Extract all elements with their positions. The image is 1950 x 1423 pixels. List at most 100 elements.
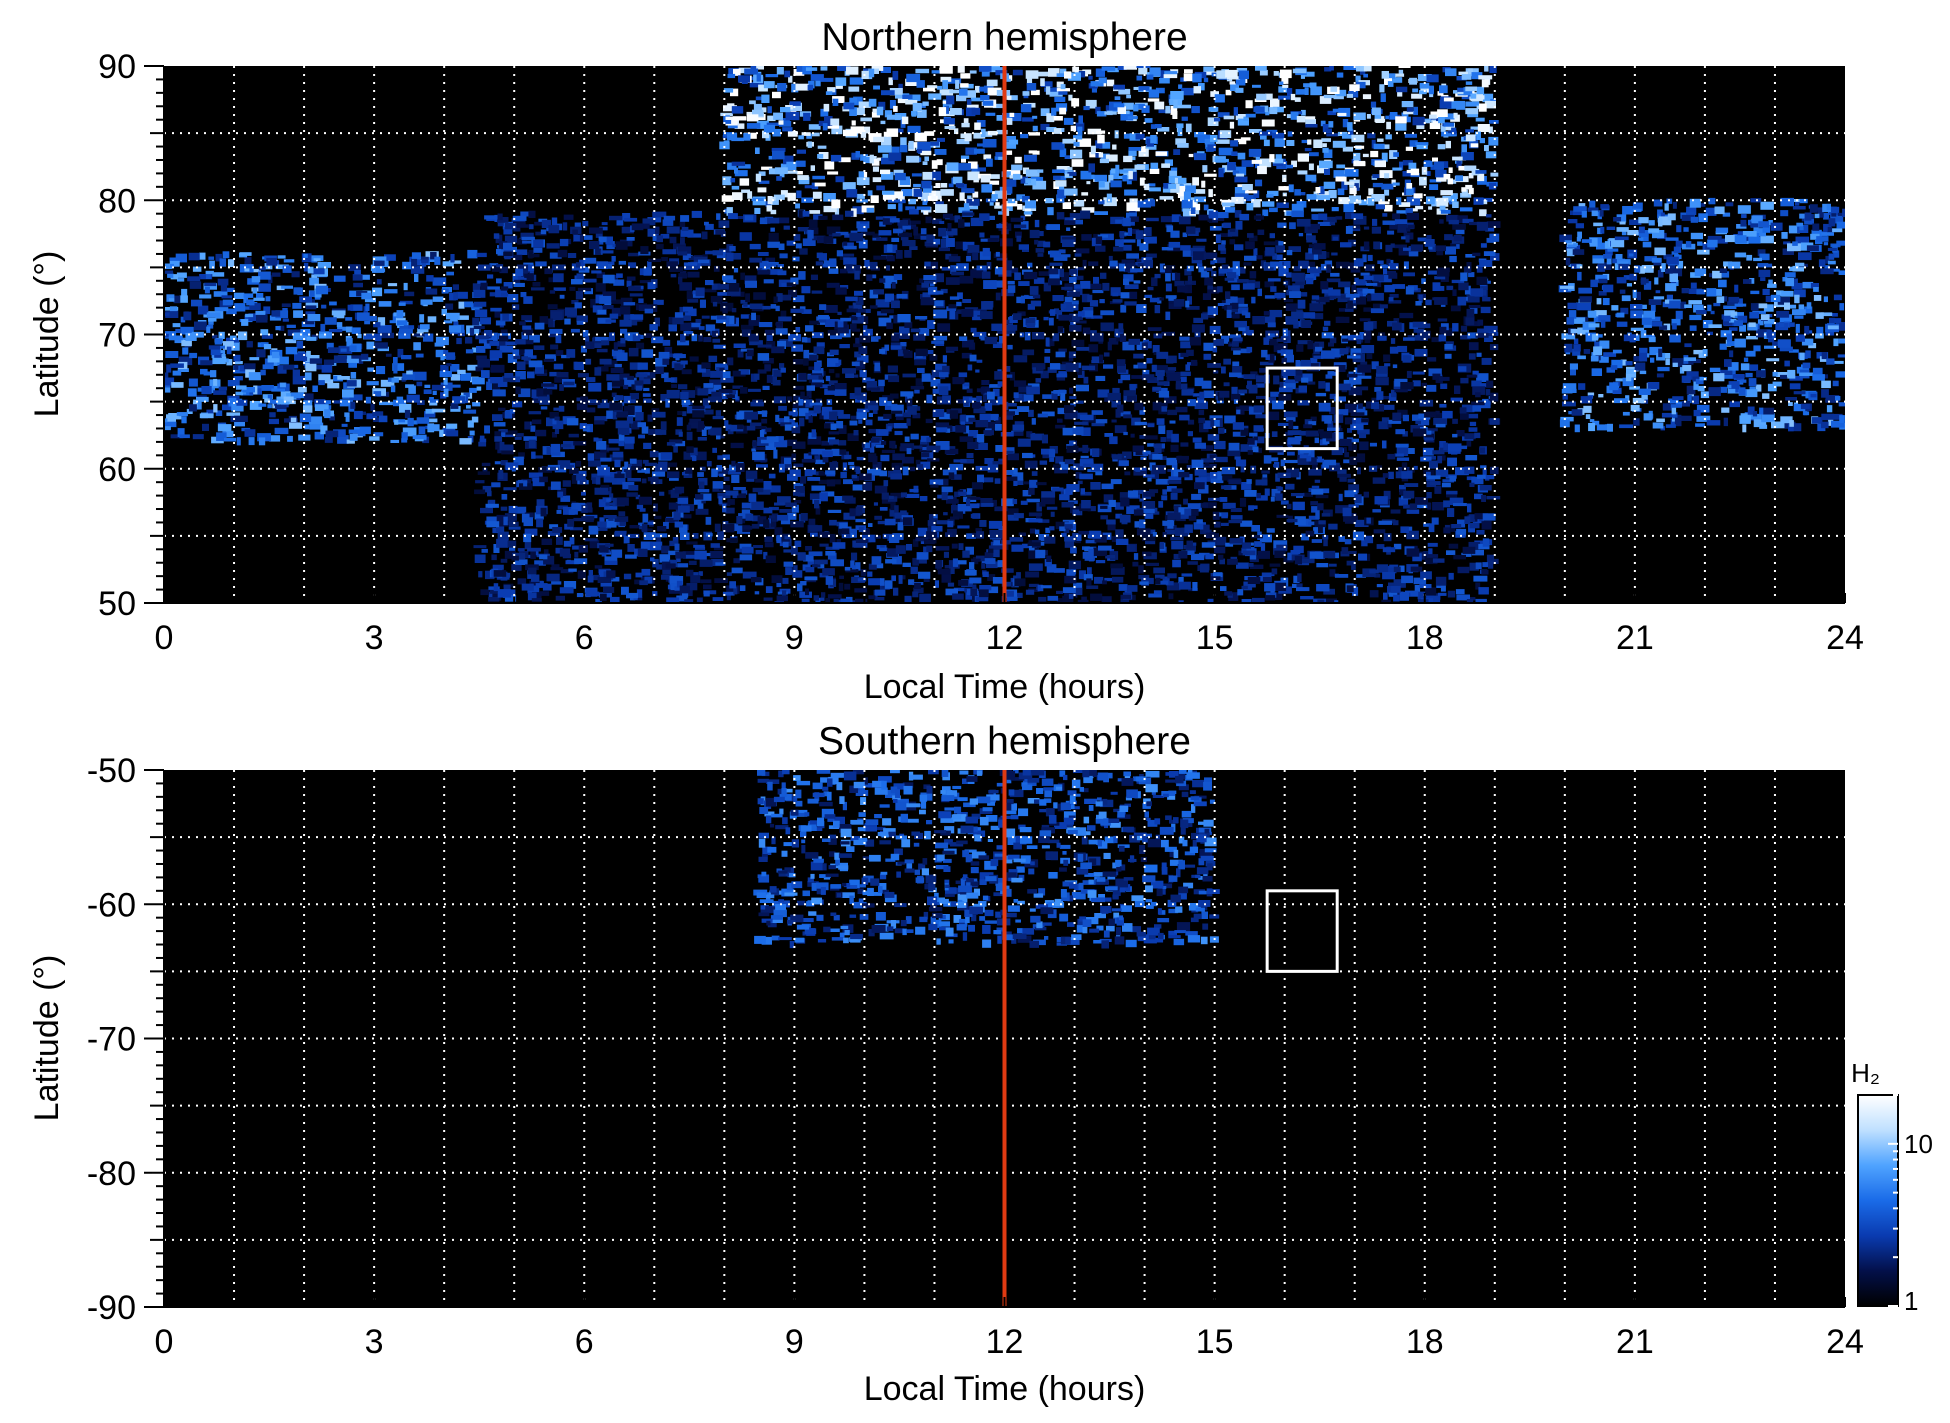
emission-cell [774, 167, 788, 175]
emission-cell [1689, 314, 1702, 321]
emission-cell [638, 298, 644, 303]
emission-cell [935, 363, 947, 372]
emission-cell [1209, 454, 1218, 461]
emission-cell [1746, 336, 1758, 340]
emission-cell [852, 302, 863, 310]
emission-cell [935, 422, 950, 429]
emission-cell [1621, 295, 1631, 302]
emission-cell [1831, 213, 1837, 217]
emission-cell [1706, 288, 1717, 297]
emission-cell [1693, 304, 1704, 313]
emission-cell [282, 265, 292, 273]
emission-cell [1480, 306, 1491, 314]
emission-cell [634, 579, 643, 585]
emission-cell [1358, 199, 1370, 206]
emission-cell [1398, 66, 1411, 68]
emission-cell [252, 288, 258, 294]
emission-cell [604, 472, 618, 477]
emission-cell [783, 155, 794, 165]
emission-cell [765, 586, 773, 593]
emission-cell [1090, 81, 1104, 87]
emission-cell [520, 292, 527, 298]
emission-cell [1134, 164, 1146, 170]
emission-cell [1727, 362, 1739, 371]
emission-cell [755, 173, 762, 182]
emission-cell [1681, 214, 1694, 221]
emission-cell [815, 261, 824, 266]
emission-cell [1349, 187, 1357, 195]
emission-cell [277, 356, 289, 365]
emission-cell [982, 394, 987, 403]
emission-cell [1013, 478, 1018, 486]
emission-cell [1281, 77, 1289, 84]
emission-cell [956, 94, 967, 102]
emission-cell [881, 136, 892, 146]
emission-cell [1373, 241, 1381, 250]
emission-cell [916, 149, 922, 153]
emission-cell [1573, 338, 1579, 344]
emission-cell [1393, 152, 1399, 157]
emission-cell [206, 312, 221, 318]
emission-cell [238, 331, 248, 341]
emission-cell [282, 318, 289, 322]
emission-cell [1061, 532, 1067, 537]
emission-cell [1158, 501, 1164, 508]
emission-cell [1821, 413, 1834, 421]
emission-cell [944, 118, 955, 125]
emission-cell [1734, 252, 1747, 258]
emission-cell [1262, 209, 1269, 217]
emission-cell [920, 439, 928, 446]
emission-cell [1170, 106, 1178, 115]
emission-cell [523, 436, 537, 441]
emission-cell [961, 158, 966, 163]
emission-cell [849, 107, 857, 116]
emission-cell [1612, 387, 1622, 394]
emission-cell [992, 103, 1004, 109]
emission-cell [1305, 174, 1317, 182]
emission-cell [1740, 363, 1750, 371]
emission-cell [979, 585, 992, 591]
emission-cell [1326, 133, 1339, 137]
emission-cell [517, 578, 527, 585]
emission-cell [917, 527, 928, 537]
emission-cell [702, 426, 712, 430]
emission-cell [794, 500, 802, 504]
emission-cell [1613, 217, 1622, 222]
emission-cell [193, 399, 198, 408]
emission-cell [1056, 73, 1069, 77]
emission-cell [260, 329, 269, 336]
emission-cell [889, 88, 903, 96]
emission-cell [1313, 254, 1318, 260]
emission-cell [1570, 263, 1581, 269]
emission-cell [1723, 261, 1733, 267]
emission-cell [1059, 68, 1067, 75]
emission-cell [1035, 378, 1042, 383]
emission-cell [1049, 274, 1060, 279]
emission-cell [665, 517, 679, 523]
emission-cell [546, 447, 554, 455]
emission-cell [513, 221, 526, 227]
emission-cell [1113, 103, 1125, 108]
emission-cell [1327, 425, 1342, 430]
emission-cell [1136, 75, 1143, 81]
emission-cell [165, 351, 179, 358]
emission-cell [937, 568, 952, 575]
emission-cell [189, 281, 202, 289]
emission-cell [873, 136, 884, 142]
emission-cell [228, 259, 235, 267]
emission-cell [1684, 304, 1692, 308]
emission-cell [886, 255, 895, 262]
emission-cell [1152, 345, 1160, 353]
emission-cell [286, 324, 296, 328]
emission-cell [1780, 416, 1793, 424]
emission-cell [1137, 362, 1147, 369]
emission-cell [627, 463, 632, 470]
emission-cell [1184, 69, 1193, 73]
emission-cell [1136, 66, 1151, 68]
emission-cell [995, 416, 1001, 425]
emission-cell [1443, 97, 1454, 102]
emission-cell [846, 66, 859, 75]
emission-cell [374, 260, 385, 266]
emission-cell [1292, 425, 1299, 430]
emission-cell [305, 362, 317, 372]
